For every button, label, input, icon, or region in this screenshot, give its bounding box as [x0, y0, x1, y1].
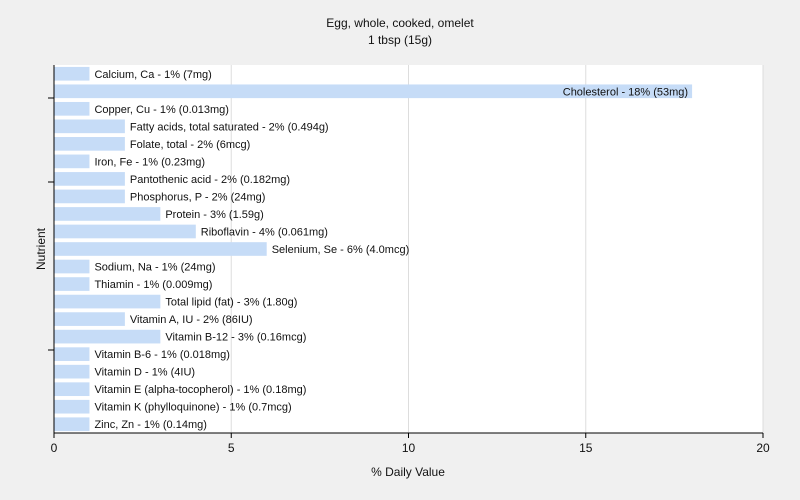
bar — [54, 224, 196, 239]
bar — [54, 119, 125, 134]
x-tick-label: 0 — [51, 441, 58, 455]
bar-label: Vitamin D - 1% (4IU) — [94, 367, 195, 379]
bar — [54, 312, 125, 326]
bar-label: Phosphorus, P - 2% (24mg) — [130, 191, 266, 203]
bar-label: Sodium, Na - 1% (24mg) — [94, 262, 215, 274]
bar — [54, 417, 90, 432]
bar-label: Total lipid (fat) - 3% (1.80g) — [165, 297, 297, 309]
bar-label: Copper, Cu - 1% (0.013mg) — [94, 104, 229, 116]
bar — [54, 329, 161, 344]
grid-lines — [230, 65, 764, 433]
x-tick-label: 5 — [228, 441, 235, 455]
bar-label: Selenium, Se - 6% (4.0mcg) — [272, 244, 410, 256]
x-tick-label: 15 — [579, 441, 593, 455]
bar-label: Folate, total - 2% (6mcg) — [130, 139, 250, 151]
bar — [54, 66, 90, 81]
bar — [54, 347, 90, 361]
bar-label: Thiamin - 1% (0.009mg) — [94, 279, 212, 291]
bar — [54, 207, 161, 221]
bar-label: Pantothenic acid - 2% (0.182mg) — [130, 174, 290, 186]
y-axis-label: Nutrient — [34, 227, 48, 270]
bar-label: Vitamin E (alpha-tocopherol) - 1% (0.18m… — [94, 384, 306, 396]
bar — [54, 84, 693, 99]
bar-label: Protein - 3% (1.59g) — [165, 209, 263, 221]
bar-label: Fatty acids, total saturated - 2% (0.494… — [130, 121, 329, 133]
bar — [54, 259, 90, 274]
chart-subtitle: 1 tbsp (15g) — [368, 33, 432, 47]
bar — [54, 364, 90, 379]
bar-label: Vitamin A, IU - 2% (86IU) — [130, 314, 253, 326]
x-tick-label: 20 — [756, 441, 770, 455]
bar — [54, 172, 125, 186]
bar-label: Calcium, Ca - 1% (7mg) — [94, 69, 211, 81]
bar-label: Vitamin B-12 - 3% (0.16mcg) — [165, 332, 306, 344]
bar-label: Iron, Fe - 1% (0.23mg) — [94, 156, 205, 168]
bar — [54, 189, 125, 204]
bars: Calcium, Ca - 1% (7mg) Cholesterol - 18% … — [54, 66, 693, 432]
bar — [54, 101, 90, 116]
x-axis-label: % Daily Value — [371, 465, 445, 479]
bar-label: Zinc, Zn - 1% (0.14mg) — [94, 419, 206, 431]
bar — [54, 382, 90, 397]
x-tick-label: 10 — [402, 441, 416, 455]
bar-label: Vitamin K (phylloquinone) - 1% (0.7mcg) — [94, 402, 291, 414]
axes: 0 5 10 15 20 — [48, 65, 770, 455]
bar — [54, 294, 161, 309]
bar — [54, 399, 90, 414]
bar — [54, 137, 125, 151]
chart-title: Egg, whole, cooked, omelet — [326, 16, 474, 30]
bar-label: Vitamin B-6 - 1% (0.018mg) — [94, 349, 230, 361]
bar-label: Riboflavin - 4% (0.061mg) — [201, 226, 328, 238]
bar — [54, 277, 90, 291]
bar — [54, 242, 267, 256]
bar — [54, 154, 90, 169]
bar-label: Cholesterol - 18% (53mg) — [563, 86, 688, 98]
